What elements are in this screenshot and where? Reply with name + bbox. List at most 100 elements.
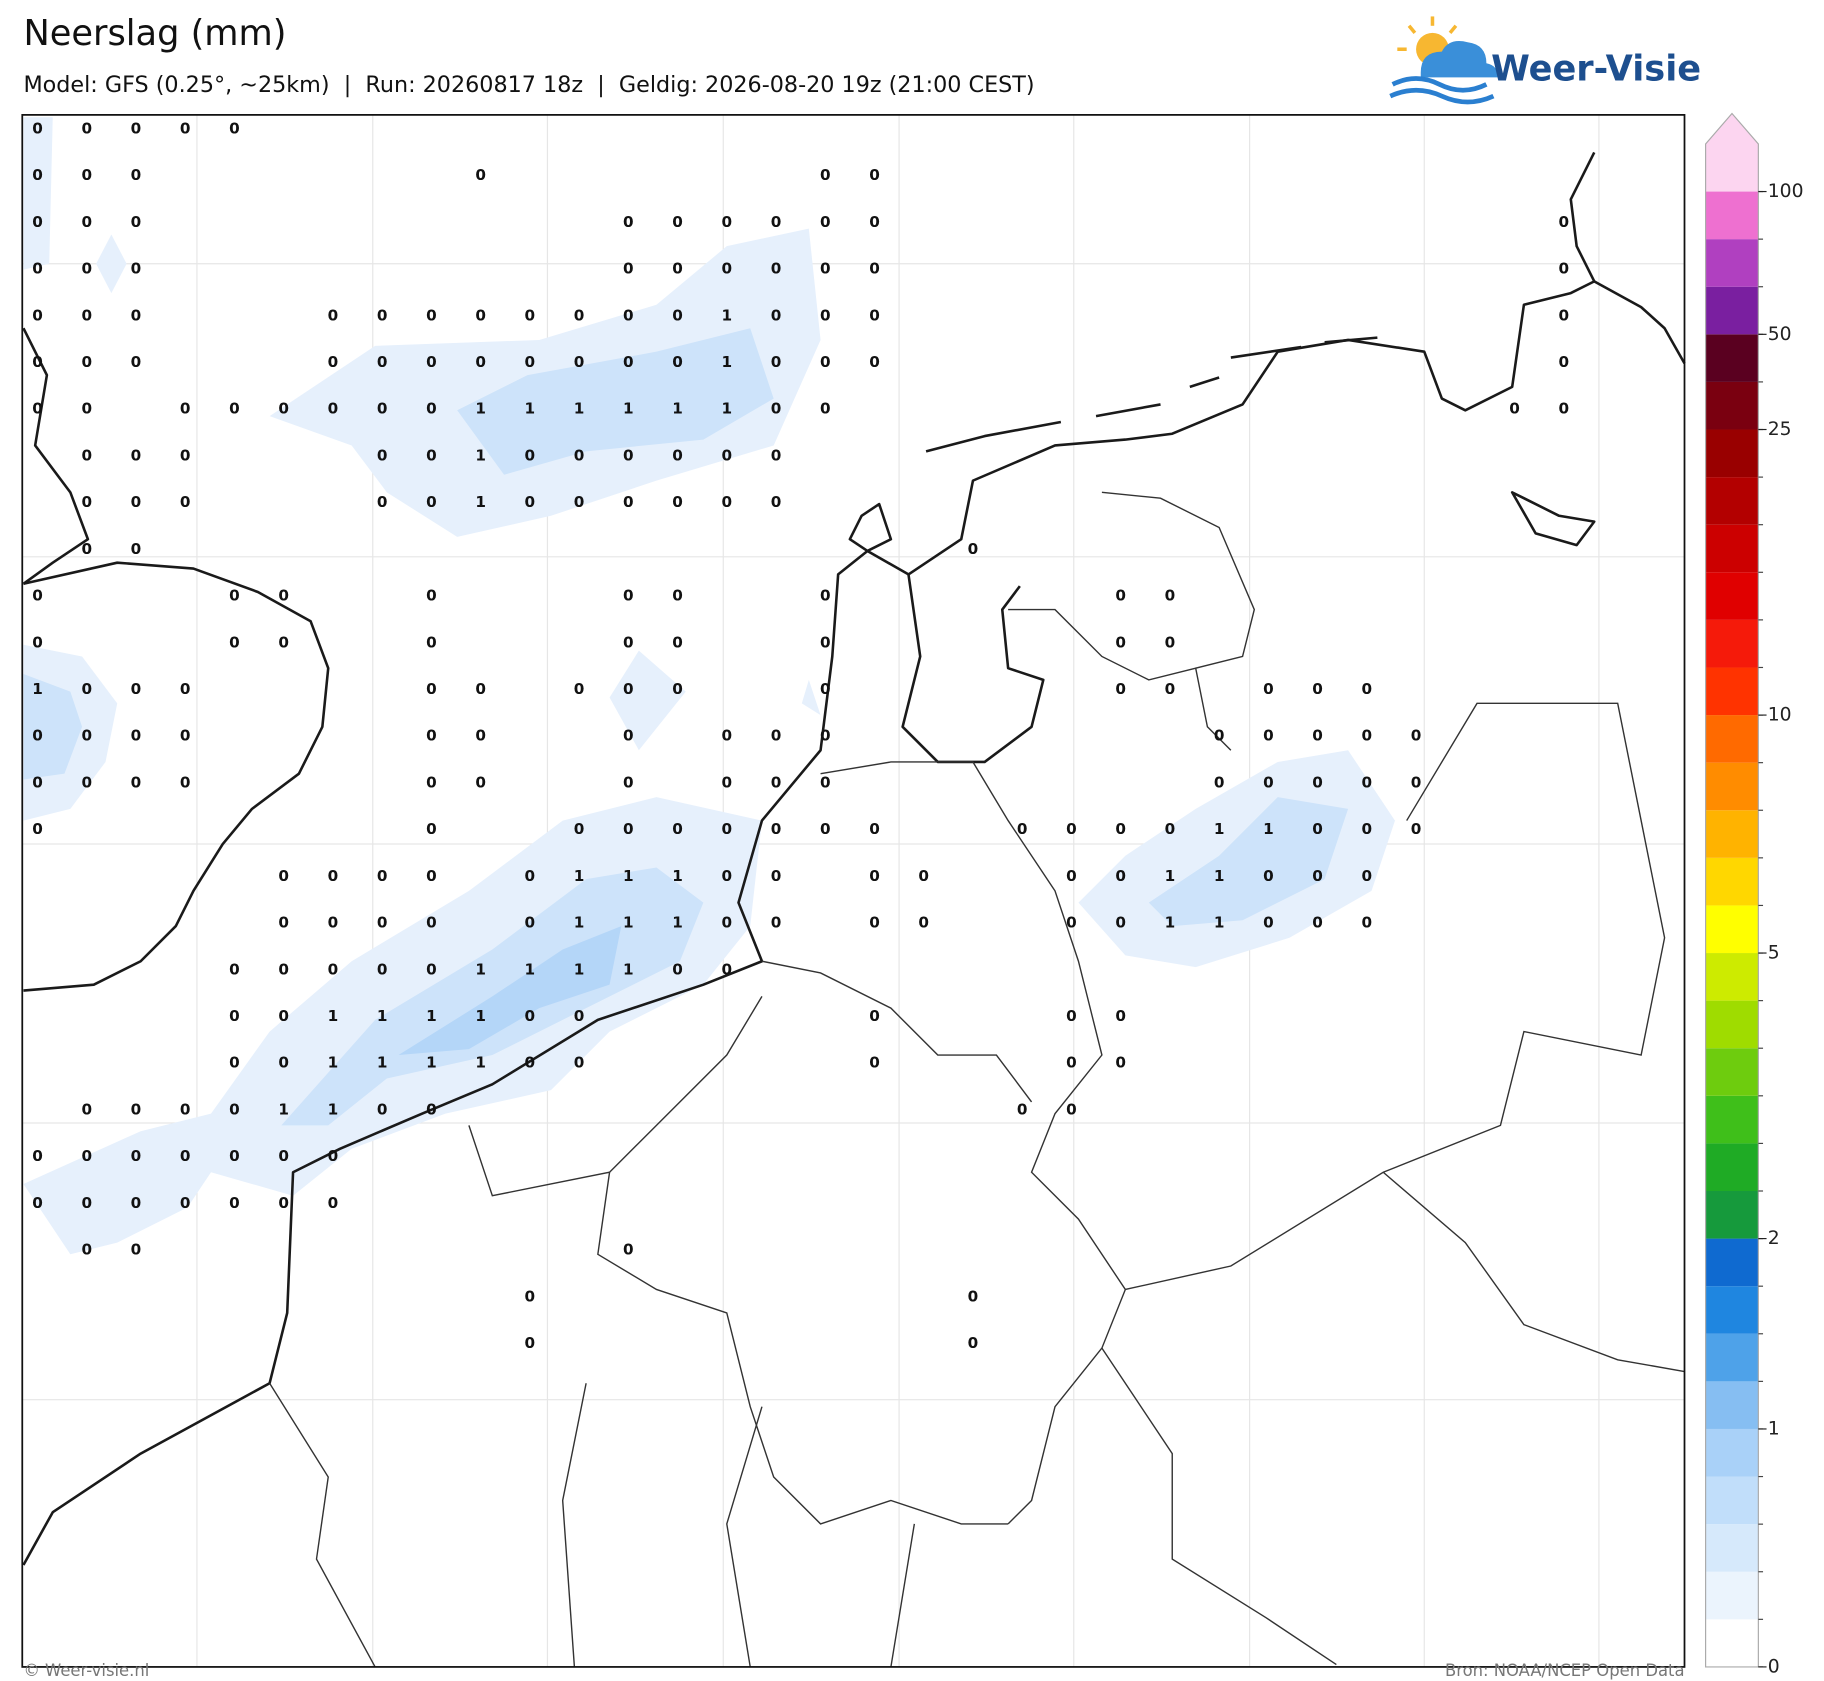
- grid-value: 0: [1312, 727, 1323, 745]
- grid-value: 0: [81, 260, 92, 278]
- grid-value: 0: [869, 867, 880, 885]
- grid-value: 0: [672, 306, 683, 324]
- grid-value: 0: [1115, 1054, 1126, 1072]
- grid-value: 0: [81, 446, 92, 464]
- grid-value: 0: [180, 446, 191, 464]
- grid-value: 0: [32, 587, 43, 605]
- grid-value: 0: [131, 260, 142, 278]
- grid-value: 0: [525, 1007, 536, 1025]
- grid-value: 0: [180, 773, 191, 791]
- colorbar-bin: [1705, 762, 1759, 811]
- grid-value: 0: [1017, 820, 1028, 838]
- grid-value: 0: [672, 446, 683, 464]
- grid-value: 0: [1066, 820, 1077, 838]
- grid-value: 0: [968, 1334, 979, 1352]
- grid-value: 1: [475, 400, 486, 418]
- grid-value: 0: [869, 166, 880, 184]
- grid-value: 0: [475, 166, 486, 184]
- grid-value: 0: [721, 820, 732, 838]
- colorbar-bin: [1705, 1000, 1759, 1049]
- grid-value: 0: [32, 773, 43, 791]
- grid-value: 0: [1362, 727, 1373, 745]
- grid-value: 0: [820, 820, 831, 838]
- grid-value: 0: [820, 353, 831, 371]
- grid-value: 0: [426, 773, 437, 791]
- grid-value: 0: [81, 166, 92, 184]
- grid-value: 0: [869, 914, 880, 932]
- grid-value: 0: [672, 587, 683, 605]
- colorbar-bin: [1705, 191, 1759, 240]
- grid-value: 0: [32, 353, 43, 371]
- grid-value: 0: [1509, 400, 1520, 418]
- colorbar-bin: [1705, 239, 1759, 287]
- grid-value: 1: [475, 960, 486, 978]
- colorbar-tick-label: 50: [1768, 324, 1792, 345]
- grid-value: 1: [475, 1054, 486, 1072]
- grid-value: 0: [81, 1194, 92, 1212]
- grid-value: 0: [426, 587, 437, 605]
- grid-value: 0: [1066, 867, 1077, 885]
- colorbar-bin: [1705, 1428, 1759, 1477]
- colorbar-overflow: [1705, 143, 1759, 192]
- colorbar-arrow: [1705, 113, 1759, 144]
- colorbar-bin: [1705, 1286, 1759, 1334]
- grid-value: 0: [377, 867, 388, 885]
- grid-value: 0: [32, 213, 43, 231]
- grid-value: 0: [1362, 680, 1373, 698]
- grid-value: 0: [574, 1007, 585, 1025]
- map-background: [22, 114, 1685, 1667]
- grid-value: 0: [229, 1147, 240, 1165]
- grid-value: 0: [229, 587, 240, 605]
- grid-value: 0: [328, 400, 339, 418]
- grid-value: 0: [918, 867, 929, 885]
- grid-value: 0: [81, 119, 92, 137]
- grid-value: 0: [721, 773, 732, 791]
- grid-value: 0: [32, 119, 43, 137]
- grid-value: 0: [180, 1194, 191, 1212]
- grid-value: 0: [1165, 680, 1176, 698]
- grid-value: 0: [131, 1194, 142, 1212]
- grid-value: 0: [81, 1100, 92, 1118]
- colorbar-bin: [1705, 1381, 1759, 1429]
- logo-waves: [1389, 76, 1495, 105]
- colorbar-bin: [1705, 810, 1759, 858]
- grid-value: 1: [574, 400, 585, 418]
- grid-value: 0: [131, 119, 142, 137]
- grid-value: 0: [525, 914, 536, 932]
- grid-value: 0: [131, 727, 142, 745]
- grid-value: 0: [623, 213, 634, 231]
- grid-value: 0: [1411, 820, 1422, 838]
- grid-value: 0: [81, 353, 92, 371]
- colorbar-bin: [1705, 905, 1759, 954]
- grid-value: 0: [869, 1054, 880, 1072]
- grid-value: 0: [820, 680, 831, 698]
- grid-value: 0: [672, 960, 683, 978]
- logo: Weer-Visie: [1389, 16, 1701, 105]
- grid-value: 0: [623, 587, 634, 605]
- grid-value: 0: [771, 260, 782, 278]
- grid-value: 0: [81, 1241, 92, 1259]
- grid-value: 1: [1214, 820, 1225, 838]
- colorbar-tick-label: 100: [1768, 181, 1804, 202]
- grid-value: 0: [1066, 1054, 1077, 1072]
- grid-value: 0: [820, 587, 831, 605]
- grid-value: 0: [426, 820, 437, 838]
- grid-value: 0: [131, 540, 142, 558]
- grid-value: 0: [1165, 820, 1176, 838]
- grid-value: 1: [1263, 820, 1274, 838]
- grid-value: 0: [672, 353, 683, 371]
- grid-value: 0: [131, 213, 142, 231]
- grid-value: 0: [377, 493, 388, 511]
- grid-value: 0: [426, 867, 437, 885]
- grid-value: 1: [328, 1054, 339, 1072]
- grid-value: 0: [328, 960, 339, 978]
- grid-value: 0: [426, 306, 437, 324]
- logo-text: Weer-Visie: [1491, 48, 1701, 89]
- grid-value: 0: [426, 446, 437, 464]
- grid-value: 0: [1362, 914, 1373, 932]
- grid-value: 0: [475, 773, 486, 791]
- grid-value: 0: [1263, 727, 1274, 745]
- grid-value: 0: [180, 1147, 191, 1165]
